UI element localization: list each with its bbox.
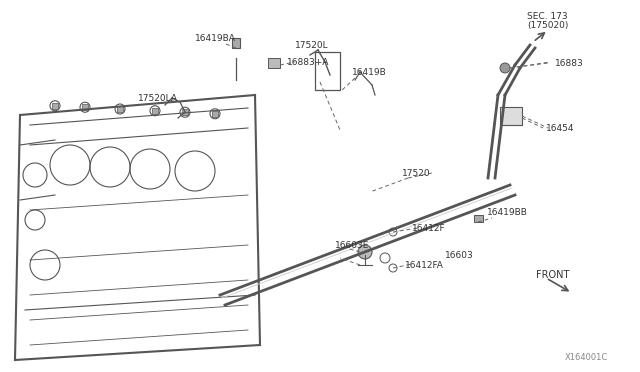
Bar <box>182 109 188 115</box>
Text: 16419BB: 16419BB <box>487 208 528 217</box>
Bar <box>315 52 340 90</box>
Bar <box>117 106 123 112</box>
Text: 16454: 16454 <box>546 124 575 132</box>
Text: 16412FA: 16412FA <box>405 262 444 270</box>
Bar <box>212 111 218 117</box>
Text: 16603E: 16603E <box>335 241 369 250</box>
Bar <box>232 38 240 48</box>
Circle shape <box>500 63 510 73</box>
Text: (175020): (175020) <box>527 20 568 29</box>
Bar <box>52 103 58 109</box>
Text: 16883: 16883 <box>555 58 584 67</box>
Text: X164001C: X164001C <box>565 353 608 362</box>
Text: SEC. 173: SEC. 173 <box>527 12 568 20</box>
Text: 16419B: 16419B <box>352 67 387 77</box>
Text: 17520: 17520 <box>402 169 431 177</box>
Circle shape <box>358 245 372 259</box>
Bar <box>474 215 483 222</box>
Bar <box>268 58 280 68</box>
Bar <box>500 107 522 125</box>
Text: 16603: 16603 <box>445 251 474 260</box>
Bar <box>152 108 158 114</box>
Text: 16419BA: 16419BA <box>195 33 236 42</box>
Text: 17520LA: 17520LA <box>138 93 178 103</box>
Text: FRONT: FRONT <box>536 270 570 280</box>
Text: 16412F: 16412F <box>412 224 445 232</box>
Bar <box>82 104 88 110</box>
Text: 16883+A: 16883+A <box>287 58 330 67</box>
Text: 17520L: 17520L <box>295 41 328 49</box>
